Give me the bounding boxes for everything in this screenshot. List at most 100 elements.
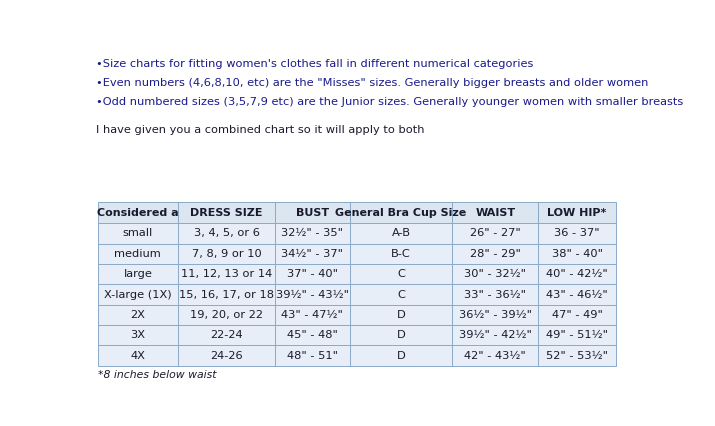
Bar xyxy=(538,244,616,264)
Bar xyxy=(98,264,178,284)
Bar xyxy=(538,325,616,345)
Text: 40" - 42½": 40" - 42½" xyxy=(546,269,608,279)
Text: •Size charts for fitting women's clothes fall in different numerical categories: •Size charts for fitting women's clothes… xyxy=(96,59,533,69)
Bar xyxy=(350,284,453,305)
Bar xyxy=(275,284,350,305)
Text: medium: medium xyxy=(114,249,162,259)
Text: 4X: 4X xyxy=(130,351,145,360)
Bar xyxy=(350,264,453,284)
Bar xyxy=(350,345,453,366)
Bar xyxy=(275,264,350,284)
Text: 28" - 29": 28" - 29" xyxy=(470,249,521,259)
Text: 15, 16, 17, or 18: 15, 16, 17, or 18 xyxy=(179,290,274,299)
Text: 26" - 27": 26" - 27" xyxy=(470,228,521,239)
Text: D: D xyxy=(397,330,405,340)
Text: 3, 4, 5, or 6: 3, 4, 5, or 6 xyxy=(194,228,260,239)
Text: 33" - 36½": 33" - 36½" xyxy=(464,290,526,299)
Text: 48" - 51": 48" - 51" xyxy=(287,351,338,360)
Bar xyxy=(98,284,178,305)
Text: WAIST: WAIST xyxy=(475,207,516,218)
Text: 32½" - 35": 32½" - 35" xyxy=(282,228,343,239)
Bar xyxy=(350,244,453,264)
Text: 43" - 47½": 43" - 47½" xyxy=(282,310,343,320)
Text: 2X: 2X xyxy=(130,310,145,320)
Bar xyxy=(178,202,275,223)
Text: 39½" - 43½": 39½" - 43½" xyxy=(276,290,349,299)
Bar xyxy=(453,264,538,284)
Text: 30" - 32½": 30" - 32½" xyxy=(464,269,526,279)
Bar xyxy=(350,223,453,244)
Text: •Even numbers (4,6,8,10, etc) are the "Misses" sizes. Generally bigger breasts a: •Even numbers (4,6,8,10, etc) are the "M… xyxy=(96,78,649,88)
Bar xyxy=(98,325,178,345)
Bar xyxy=(453,202,538,223)
Bar xyxy=(538,305,616,325)
Text: 36½" - 39½": 36½" - 39½" xyxy=(459,310,532,320)
Text: 49" - 51½": 49" - 51½" xyxy=(546,330,608,340)
Bar xyxy=(350,202,453,223)
Text: 11, 12, 13 or 14: 11, 12, 13 or 14 xyxy=(181,269,272,279)
Text: BUST: BUST xyxy=(296,207,329,218)
Text: 34½" - 37": 34½" - 37" xyxy=(282,249,343,259)
Text: 52" - 53½": 52" - 53½" xyxy=(546,351,608,360)
Bar xyxy=(178,223,275,244)
Bar xyxy=(538,284,616,305)
Text: A-B: A-B xyxy=(392,228,410,239)
Bar xyxy=(350,305,453,325)
Text: 42" - 43½": 42" - 43½" xyxy=(465,351,526,360)
Text: D: D xyxy=(397,351,405,360)
Text: DRESS SIZE: DRESS SIZE xyxy=(190,207,263,218)
Bar xyxy=(178,284,275,305)
Bar xyxy=(178,264,275,284)
Text: I have given you a combined chart so it will apply to both: I have given you a combined chart so it … xyxy=(96,124,425,135)
Bar xyxy=(538,345,616,366)
Bar xyxy=(453,305,538,325)
Text: small: small xyxy=(123,228,153,239)
Text: C: C xyxy=(397,290,405,299)
Text: large: large xyxy=(124,269,152,279)
Text: X-large (1X): X-large (1X) xyxy=(104,290,172,299)
Bar xyxy=(178,305,275,325)
Bar xyxy=(453,345,538,366)
Text: Considered a: Considered a xyxy=(97,207,179,218)
Text: General Bra Cup Size: General Bra Cup Size xyxy=(335,207,467,218)
Text: 19, 20, or 22: 19, 20, or 22 xyxy=(190,310,263,320)
Text: D: D xyxy=(397,310,405,320)
Text: B-C: B-C xyxy=(391,249,411,259)
Bar xyxy=(275,202,350,223)
Bar xyxy=(538,223,616,244)
Text: LOW HIP*: LOW HIP* xyxy=(547,207,607,218)
Bar xyxy=(98,305,178,325)
Text: 36 - 37": 36 - 37" xyxy=(554,228,600,239)
Bar xyxy=(275,244,350,264)
Text: 38" - 40": 38" - 40" xyxy=(551,249,603,259)
Text: 24-26: 24-26 xyxy=(210,351,243,360)
Text: 39½" - 42½": 39½" - 42½" xyxy=(459,330,532,340)
Bar xyxy=(453,223,538,244)
Bar xyxy=(538,202,616,223)
Bar xyxy=(275,305,350,325)
Text: 43" - 46½": 43" - 46½" xyxy=(546,290,608,299)
Text: C: C xyxy=(397,269,405,279)
Bar xyxy=(98,223,178,244)
Text: 37" - 40": 37" - 40" xyxy=(287,269,338,279)
Bar xyxy=(453,325,538,345)
Bar xyxy=(350,325,453,345)
Bar xyxy=(453,244,538,264)
Text: *8 inches below waist: *8 inches below waist xyxy=(98,370,216,380)
Text: 3X: 3X xyxy=(130,330,145,340)
Bar xyxy=(178,244,275,264)
Bar xyxy=(178,345,275,366)
Bar xyxy=(98,244,178,264)
Text: 45" - 48": 45" - 48" xyxy=(287,330,338,340)
Bar xyxy=(275,345,350,366)
Text: 7, 8, 9 or 10: 7, 8, 9 or 10 xyxy=(192,249,262,259)
Bar xyxy=(98,202,178,223)
Text: 47" - 49": 47" - 49" xyxy=(551,310,603,320)
Bar xyxy=(538,264,616,284)
Text: •Odd numbered sizes (3,5,7,9 etc) are the Junior sizes. Generally younger women : •Odd numbered sizes (3,5,7,9 etc) are th… xyxy=(96,98,684,107)
Bar xyxy=(178,325,275,345)
Bar xyxy=(453,284,538,305)
Bar xyxy=(275,223,350,244)
Text: 22-24: 22-24 xyxy=(210,330,243,340)
Bar xyxy=(275,325,350,345)
